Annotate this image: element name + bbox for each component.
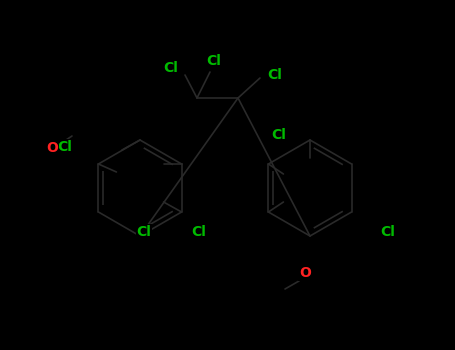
Text: Cl: Cl (272, 128, 287, 142)
Text: Cl: Cl (58, 140, 72, 154)
Text: Cl: Cl (268, 68, 283, 82)
Text: Cl: Cl (136, 225, 152, 239)
Text: Cl: Cl (163, 61, 178, 75)
Text: Cl: Cl (207, 54, 222, 68)
Text: Cl: Cl (380, 225, 395, 239)
Text: O: O (299, 266, 311, 280)
Text: Cl: Cl (192, 225, 207, 239)
Text: O: O (46, 141, 58, 155)
